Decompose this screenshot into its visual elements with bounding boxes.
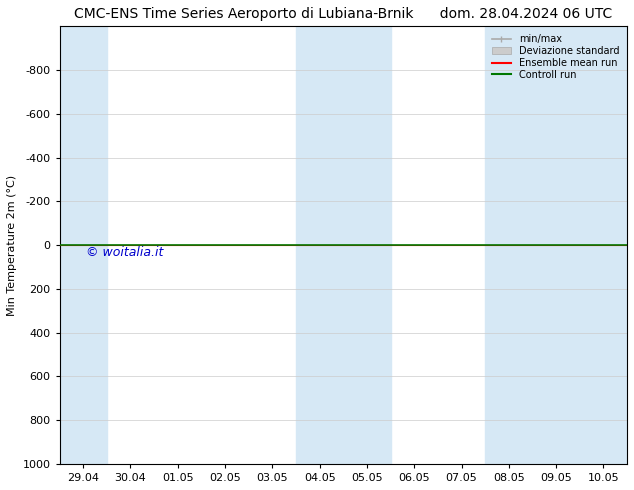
Bar xyxy=(296,26,391,464)
Y-axis label: Min Temperature 2m (°C): Min Temperature 2m (°C) xyxy=(7,174,17,316)
Bar xyxy=(485,26,627,464)
Title: CMC-ENS Time Series Aeroporto di Lubiana-Brnik      dom. 28.04.2024 06 UTC: CMC-ENS Time Series Aeroporto di Lubiana… xyxy=(74,7,612,21)
Legend: min/max, Deviazione standard, Ensemble mean run, Controll run: min/max, Deviazione standard, Ensemble m… xyxy=(489,31,622,83)
Bar xyxy=(60,26,107,464)
Text: © woitalia.it: © woitalia.it xyxy=(86,246,163,259)
